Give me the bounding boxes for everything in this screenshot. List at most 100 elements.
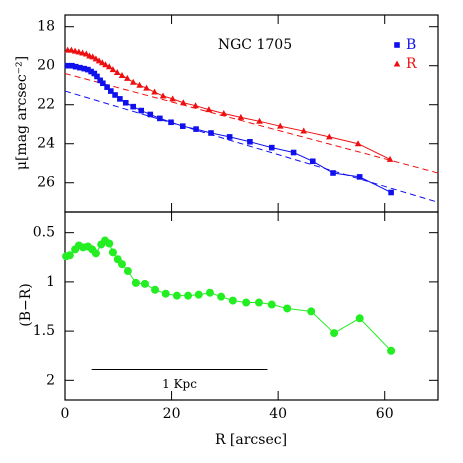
- marker: [65, 251, 74, 260]
- marker: [283, 304, 292, 313]
- marker: [242, 298, 251, 307]
- y-tick-label: 18: [37, 19, 55, 35]
- marker: [151, 88, 158, 95]
- marker: [205, 106, 213, 113]
- marker: [354, 140, 362, 147]
- marker: [124, 74, 131, 81]
- y-tick-label: 1: [46, 274, 55, 290]
- marker: [118, 260, 127, 269]
- marker: [71, 47, 79, 54]
- fit-line: [64, 90, 439, 203]
- marker: [192, 102, 199, 109]
- marker: [105, 239, 114, 248]
- marker: [138, 107, 144, 114]
- marker: [179, 99, 187, 106]
- marker: [108, 88, 114, 94]
- x-tick-label: 60: [376, 406, 394, 422]
- y-tick-label: 24: [37, 136, 55, 152]
- marker: [123, 267, 132, 276]
- marker: [159, 92, 167, 99]
- marker: [394, 42, 400, 48]
- marker: [226, 134, 233, 140]
- bottom-frame: [64, 211, 439, 401]
- marker: [168, 119, 174, 126]
- marker: [130, 103, 137, 110]
- marker: [108, 248, 117, 257]
- marker: [254, 298, 263, 307]
- marker: [256, 117, 263, 124]
- x-tick-label: 20: [163, 406, 181, 422]
- marker: [69, 62, 75, 69]
- series-line: [67, 49, 391, 160]
- marker: [136, 81, 143, 88]
- marker: [64, 62, 71, 69]
- marker: [300, 127, 308, 134]
- marker: [118, 71, 126, 78]
- marker: [172, 291, 181, 300]
- x-axis-label: R [arcsec]: [215, 432, 287, 448]
- marker: [99, 59, 106, 66]
- marker: [220, 110, 228, 116]
- marker: [100, 80, 106, 87]
- marker: [205, 288, 214, 297]
- marker: [309, 158, 316, 165]
- x-tick-label: 0: [61, 406, 70, 422]
- y-tick-label: 20: [37, 58, 55, 74]
- marker: [247, 138, 253, 145]
- marker: [75, 48, 83, 55]
- legend-label: R: [406, 56, 417, 72]
- marker: [85, 66, 91, 73]
- marker: [89, 53, 97, 60]
- marker: [79, 49, 86, 56]
- chart-title: NGC 1705: [218, 37, 292, 53]
- legend-label: B: [406, 37, 416, 53]
- marker: [217, 292, 226, 301]
- marker: [88, 68, 94, 75]
- marker: [179, 123, 186, 129]
- marker: [307, 307, 316, 316]
- marker: [105, 63, 113, 70]
- marker: [117, 96, 123, 102]
- marker: [109, 66, 117, 73]
- marker: [355, 314, 364, 323]
- marker: [356, 174, 363, 180]
- y-axis-label: (B−R): [18, 283, 34, 326]
- marker: [81, 65, 87, 72]
- marker: [184, 291, 193, 300]
- marker: [91, 70, 98, 77]
- marker: [193, 126, 199, 132]
- marker: [237, 113, 245, 120]
- fit-line: [64, 73, 439, 174]
- marker: [157, 115, 163, 122]
- y-tick-label: 1.5: [33, 323, 55, 339]
- marker: [387, 346, 396, 355]
- marker: [112, 92, 118, 98]
- marker: [161, 289, 170, 298]
- marker: [290, 149, 297, 156]
- marker: [104, 84, 110, 90]
- scale-bar-label: 1 Kpc: [162, 377, 197, 391]
- y-tick-label: 26: [37, 175, 55, 191]
- marker: [140, 279, 149, 288]
- marker: [129, 78, 137, 85]
- x-tick-label: 40: [269, 406, 287, 422]
- marker: [147, 111, 154, 118]
- marker: [77, 64, 83, 71]
- marker: [276, 122, 284, 129]
- marker: [113, 69, 121, 76]
- series-line: [67, 65, 392, 193]
- marker: [72, 63, 79, 70]
- marker: [330, 329, 339, 338]
- y-tick-label: 2: [46, 372, 55, 388]
- y-tick-label: 22: [37, 97, 55, 113]
- marker: [393, 60, 401, 67]
- marker: [208, 130, 214, 136]
- marker: [325, 133, 333, 140]
- marker: [388, 189, 394, 196]
- marker: [102, 61, 109, 68]
- marker: [228, 296, 237, 305]
- marker: [330, 170, 336, 176]
- marker: [95, 57, 103, 64]
- marker: [169, 95, 176, 102]
